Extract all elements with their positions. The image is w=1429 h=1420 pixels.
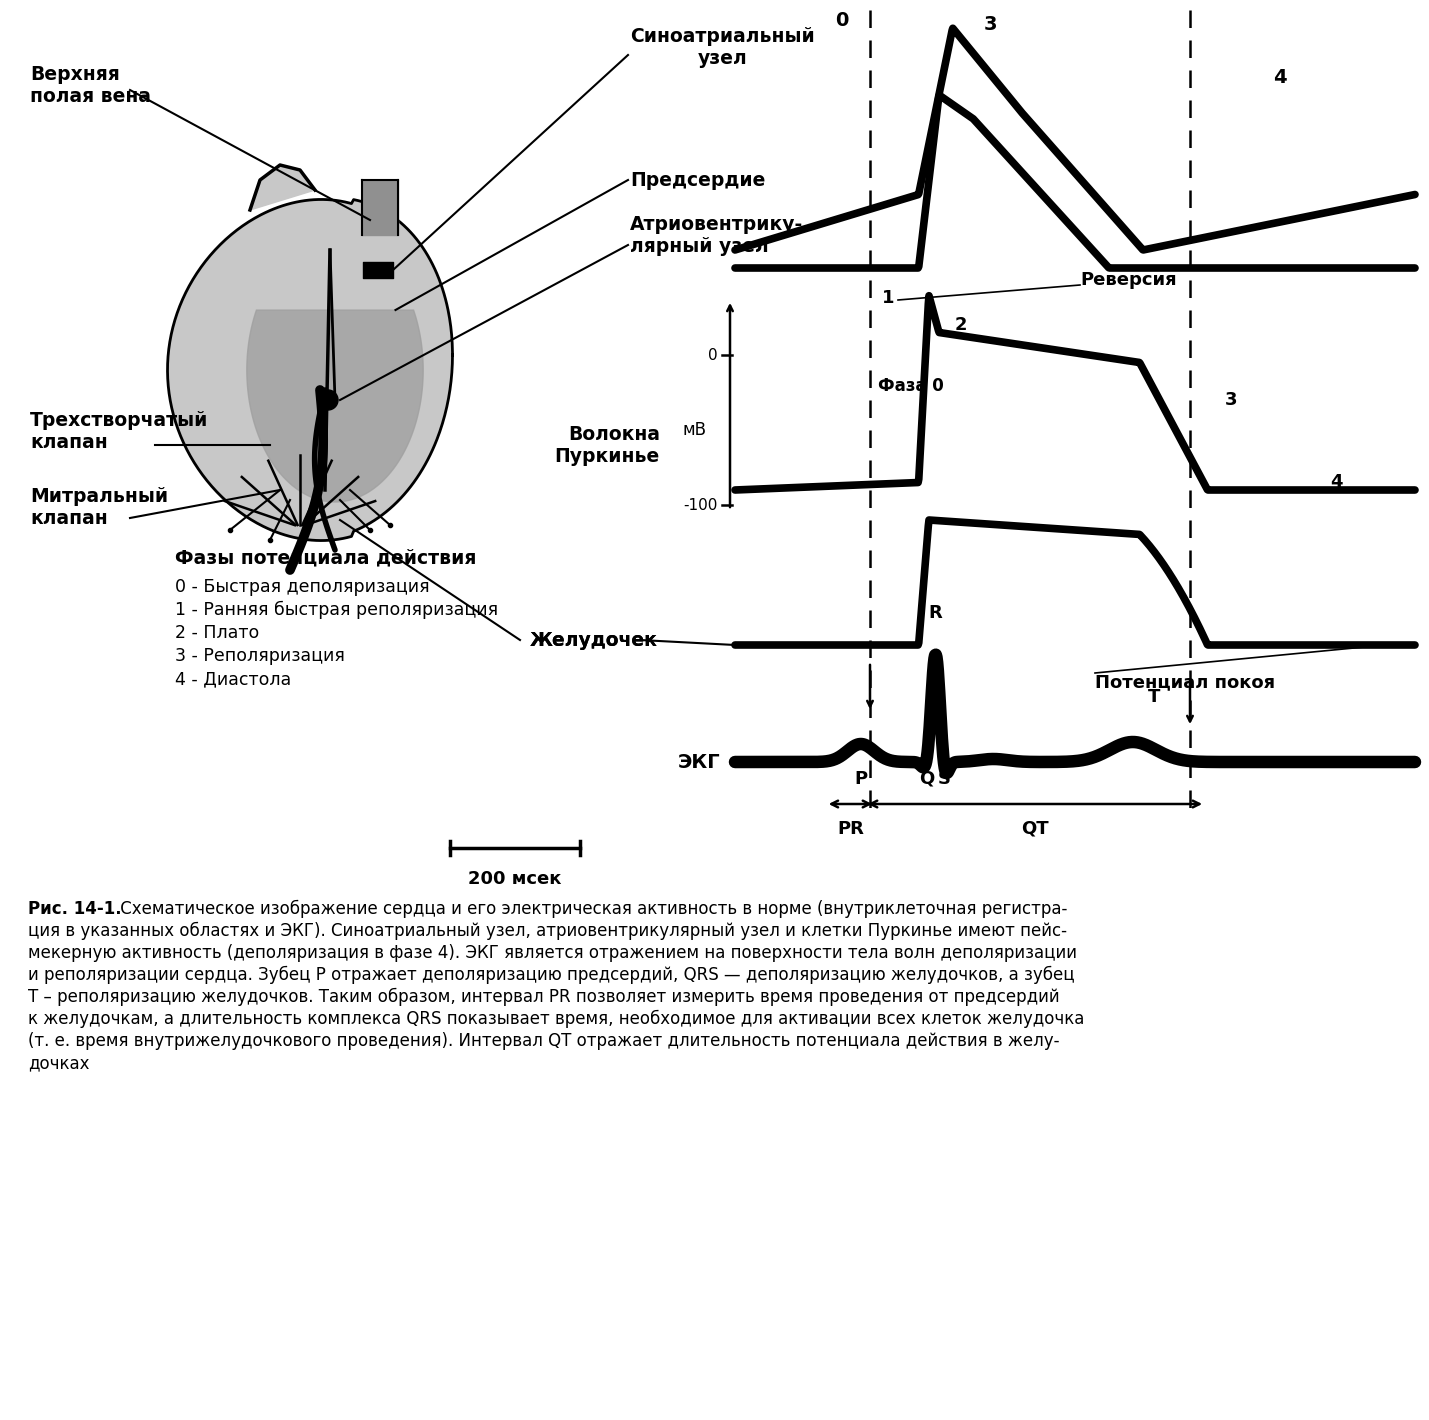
Text: Q: Q <box>919 770 935 788</box>
Text: мВ: мВ <box>683 420 707 439</box>
Text: R: R <box>929 604 943 622</box>
Text: Фаза 0: Фаза 0 <box>877 376 943 395</box>
Text: P: P <box>855 770 867 788</box>
Text: -100: -100 <box>683 497 717 513</box>
Text: и реполяризации сердца. Зубец P отражает деполяризацию предсердий, QRS — деполяр: и реполяризации сердца. Зубец P отражает… <box>29 966 1075 984</box>
Text: Митральный
клапан: Митральный клапан <box>30 487 169 528</box>
Text: 4: 4 <box>1330 473 1342 491</box>
Text: Желудочек: Желудочек <box>530 630 657 649</box>
Text: 3: 3 <box>983 16 997 34</box>
Text: Предсердие: Предсердие <box>630 170 766 189</box>
Text: T: T <box>1147 689 1160 706</box>
Text: Волокна
Пуркинье: Волокна Пуркинье <box>554 425 660 466</box>
Text: 4 - Диастола: 4 - Диастола <box>174 670 292 689</box>
Text: ция в указанных областях и ЭКГ). Синоатриальный узел, атриовентрикулярный узел и: ция в указанных областях и ЭКГ). Синоатр… <box>29 922 1067 940</box>
Polygon shape <box>247 310 423 503</box>
Text: Желудочек: Желудочек <box>530 630 657 649</box>
Text: ЭКГ: ЭКГ <box>677 753 720 771</box>
Text: Схематическое изображение сердца и его электрическая активность в норме (внутрик: Схематическое изображение сердца и его э… <box>114 900 1067 919</box>
Text: Верхняя
полая вена: Верхняя полая вена <box>30 64 151 105</box>
Text: дочках: дочках <box>29 1054 90 1072</box>
Text: S: S <box>937 770 950 788</box>
Text: Потенциал покоя: Потенциал покоя <box>1095 673 1275 692</box>
Text: Трехстворчатый
клапан: Трехстворчатый клапан <box>30 412 209 453</box>
Text: 0: 0 <box>836 11 849 30</box>
Text: (т. е. время внутрижелудочкового проведения). Интервал QT отражает длительность : (т. е. время внутрижелудочкового проведе… <box>29 1032 1059 1049</box>
Text: мекерную активность (деполяризация в фазе 4). ЭКГ является отражением на поверхн: мекерную активность (деполяризация в фаз… <box>29 944 1077 961</box>
Polygon shape <box>250 165 314 210</box>
Text: 3 - Реполяризация: 3 - Реполяризация <box>174 648 344 665</box>
Polygon shape <box>167 199 453 541</box>
Text: 2: 2 <box>955 317 967 334</box>
Text: Фазы потенциала действия: Фазы потенциала действия <box>174 548 476 567</box>
Text: T – реполяризацию желудочков. Таким образом, интервал PR позволяет измерить врем: T – реполяризацию желудочков. Таким обра… <box>29 988 1060 1007</box>
Text: 0 - Быстрая деполяризация: 0 - Быстрая деполяризация <box>174 578 430 596</box>
Text: 0: 0 <box>709 348 717 362</box>
Text: 4: 4 <box>1273 68 1286 87</box>
Text: Рис. 14-1.: Рис. 14-1. <box>29 900 121 917</box>
Text: PR: PR <box>837 819 865 838</box>
Circle shape <box>319 391 339 410</box>
Text: QT: QT <box>1022 819 1049 838</box>
Text: 3: 3 <box>1225 391 1238 409</box>
Text: к желудочкам, а длительность комплекса QRS показывает время, необходимое для акт: к желудочкам, а длительность комплекса Q… <box>29 1010 1085 1028</box>
Text: 1 - Ранняя быстрая реполяризация: 1 - Ранняя быстрая реполяризация <box>174 601 499 619</box>
Text: Реверсия: Реверсия <box>1080 271 1176 290</box>
Text: Синоатриальный
узел: Синоатриальный узел <box>630 27 815 68</box>
Text: 1: 1 <box>882 290 895 307</box>
Text: 2 - Плато: 2 - Плато <box>174 623 259 642</box>
Text: 200 мсек: 200 мсек <box>469 870 562 888</box>
Text: Атриовентрику-
лярный узел: Атриовентрику- лярный узел <box>630 214 803 256</box>
